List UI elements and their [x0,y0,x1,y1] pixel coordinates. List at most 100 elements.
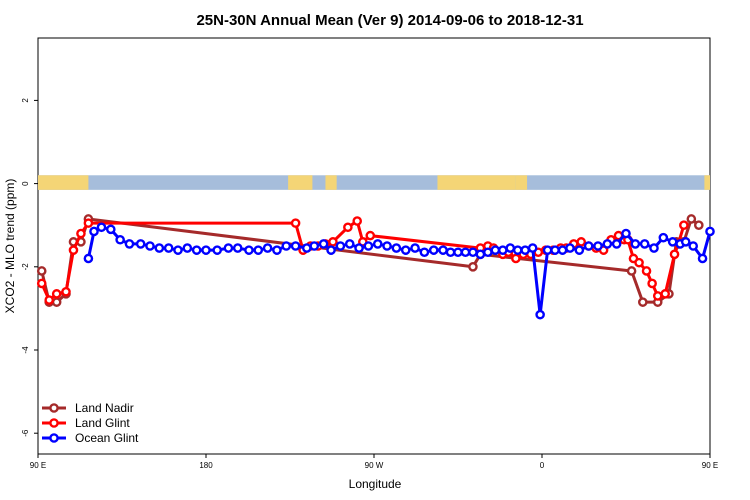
land-glint-point-41 [634,257,644,268]
ocean-glint-point-56 [565,243,575,253]
ocean-glint-point-64 [639,239,650,249]
ocean-glint-point-12 [182,243,193,253]
ocean-glint-point-19 [253,245,264,255]
ocean-glint-point-7 [135,239,146,249]
land-glint-point-15 [352,216,363,226]
ocean-glint-point-53 [542,245,553,255]
ocean-glint-point-59 [593,241,603,251]
land-glint-point-14 [343,222,353,233]
ocean-glint-point-26 [318,239,329,249]
ocean-glint-point-11 [173,245,183,255]
series-land-nadir [36,214,704,307]
ocean-glint-point-17 [232,243,243,253]
legend-label-land-glint: Land Glint [75,416,130,430]
ocean-glint-point-67 [667,237,678,247]
ocean-glint-point-36 [410,243,420,253]
ocean-glint-point-20 [262,243,273,253]
ocean-glint-point-70 [688,241,699,251]
ocean-glint-point-35 [400,245,411,255]
legend-marker-land-glint [49,418,59,428]
ocean-glint-point-49 [512,245,523,255]
land-glint-point-42 [641,266,652,276]
ocean-strip [38,175,710,190]
ocean-glint-point-14 [201,245,211,255]
land-glint-point-23 [511,253,521,264]
ocean-glint-point-42 [460,247,471,258]
ocean-glint-point-30 [354,243,364,253]
ocean-glint-point-60 [602,239,613,249]
ocean-glint-point-46 [490,245,501,255]
ocean-glint-point-48 [505,243,516,253]
land-nadir-point-8 [468,261,478,272]
ocean-glint-point-16 [223,243,234,253]
x-axis: 90 E 180 90 W 0 90 E [30,454,718,470]
ocean-glint-point-51 [527,243,538,253]
land-segment-2 [288,175,313,190]
x-tick-label-4: 0 [540,461,545,470]
land-mask-strip [38,175,710,190]
ocean-glint-point-66 [658,232,669,243]
legend-marker-land-nadir [49,403,59,413]
land-glint-point-6 [76,228,86,239]
ocean-glint-point-52 [535,309,545,320]
ocean-glint-point-32 [372,239,383,249]
ocean-glint-point-41 [453,247,463,258]
ocean-glint-point-8 [145,241,155,251]
x-tick-label-3: 90 W [365,461,384,470]
ocean-glint-point-55 [557,245,568,255]
ocean-glint-point-33 [382,241,392,251]
land-segment-3 [325,175,337,190]
land-glint-point-17 [365,230,376,241]
ocean-glint-point-65 [649,243,659,253]
ocean-glint-point-69 [680,237,691,247]
ocean-glint-point-38 [428,245,439,255]
land-nadir-point-3 [51,297,62,307]
land-glint-point-13 [328,237,338,247]
ocean-glint-point-28 [335,241,346,251]
ocean-glint-point-3 [96,222,107,233]
ocean-glint-point-54 [550,245,560,255]
land-nadir-point-16 [686,214,697,224]
ocean-glint-point-58 [583,241,594,251]
legend-label-land-nadir: Land Nadir [75,401,134,415]
ocean-glint-point-6 [124,239,135,249]
ocean-glint-point-39 [438,245,448,255]
ocean-glint-point-57 [574,245,585,255]
y-axis: 2 0 -2 -4 -6 [21,98,38,437]
land-glint-point-8 [290,218,301,228]
land-segment-5 [515,175,528,190]
land-glint-point-48 [679,220,689,230]
land-glint-point-44 [652,291,663,301]
ocean-glint-point-43 [468,247,478,258]
ocean-glint-point-15 [212,245,222,255]
ocean-glint-point-29 [344,239,355,249]
ocean-glint-point-45 [483,247,493,258]
y-tick-label-2: 0 [21,181,30,186]
ocean-glint-point-63 [630,239,641,249]
land-nadir-point-1 [36,266,47,276]
legend-label-ocean-glint: Ocean Glint [75,431,139,445]
ocean-glint-point-4 [106,224,116,235]
land-glint-point-32 [576,237,587,247]
ocean-glint-point-22 [281,241,292,251]
ocean-glint-point-13 [191,245,202,255]
land-segment-1 [38,175,89,190]
ocean-glint-point-44 [475,249,486,260]
ocean-glint-point-61 [611,239,622,249]
ocean-glint-point-24 [301,243,312,253]
land-nadir-point-11 [638,297,648,307]
ocean-glint-point-2 [89,226,99,237]
land-glint-point-46 [669,249,680,260]
ocean-glint-point-21 [272,245,282,255]
ocean-glint-point-34 [391,243,402,253]
land-nadir-point-17 [694,220,704,230]
y-tick-label-3: -2 [21,263,30,271]
chart-title: 25N-30N Annual Mean (Ver 9) 2014-09-06 t… [196,12,583,29]
x-tick-label-1: 90 E [30,461,46,470]
land-segment-6 [704,175,710,190]
series-ocean-glint [83,222,715,320]
ocean-glint-point-23 [290,241,301,251]
land-glint-point-7 [83,218,94,228]
ocean-glint-point-62 [621,228,631,239]
